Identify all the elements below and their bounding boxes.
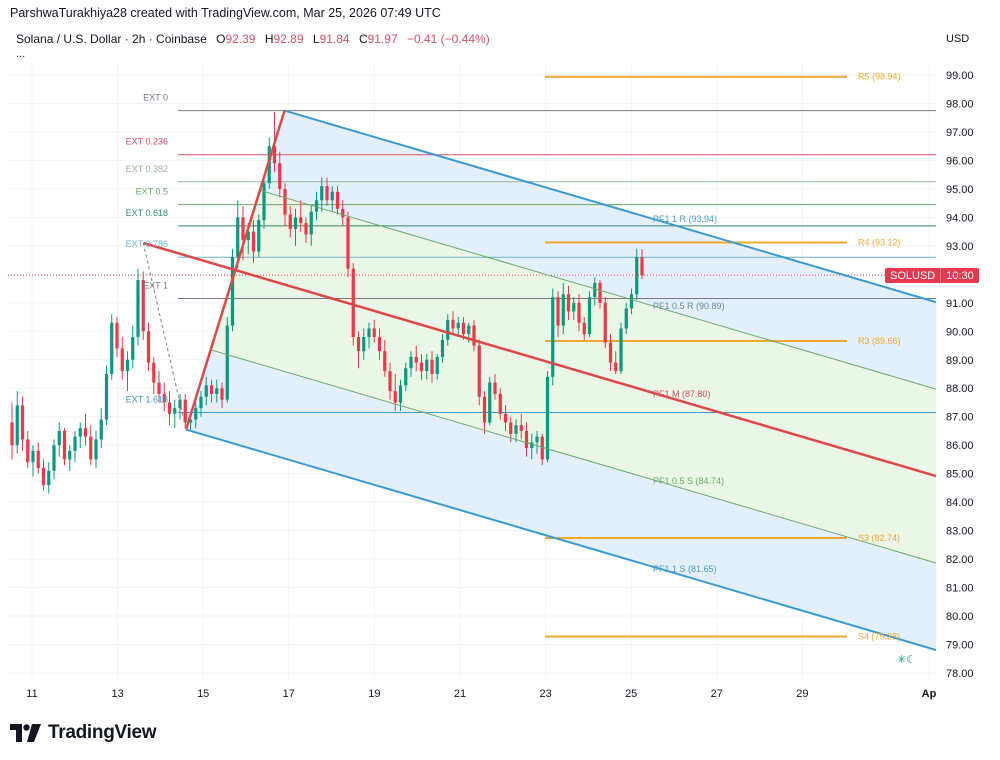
svg-text:89.00: 89.00 <box>946 355 974 367</box>
svg-text:83.00: 83.00 <box>946 526 974 538</box>
close-label: C <box>358 32 368 46</box>
svg-text:15: 15 <box>197 688 209 700</box>
svg-text:91.00: 91.00 <box>946 298 974 310</box>
svg-text:R5 (98.94): R5 (98.94) <box>858 72 901 82</box>
time-axis[interactable]: 11 13 15 17 19 21 23 25 27 29 Ap <box>26 688 936 700</box>
change-value: −0.41 (−0.44%) <box>406 32 490 46</box>
open-value: 92.39 <box>225 32 256 46</box>
svg-text:79.00: 79.00 <box>946 640 974 652</box>
close-value: 91.97 <box>367 32 398 46</box>
svg-text:PF1 M (87.80): PF1 M (87.80) <box>653 389 711 399</box>
candlesticks <box>10 112 644 494</box>
svg-text:97.00: 97.00 <box>946 127 974 139</box>
tradingview-logo-text: TradingView <box>48 722 157 743</box>
svg-text:78.00: 78.00 <box>946 668 974 680</box>
svg-text:80.00: 80.00 <box>946 611 974 623</box>
low-label: L <box>312 32 320 46</box>
svg-text:PF1 0.5 R (90.89): PF1 0.5 R (90.89) <box>653 301 725 311</box>
svg-text:85.00: 85.00 <box>946 469 974 481</box>
svg-text:95.00: 95.00 <box>946 184 974 196</box>
svg-text:EXT 0.618: EXT 0.618 <box>126 208 168 218</box>
svg-text:R4 (93.12): R4 (93.12) <box>858 237 901 247</box>
symbol-description: Solana / U.S. Dollar · 2h · Coinbase <box>16 32 207 46</box>
svg-text:90.00: 90.00 <box>946 326 974 338</box>
tradingview-logo-icon <box>10 724 41 742</box>
level-labels: EXT 0 EXT 0.236 EXT 0.382 EXT 0.5 EXT 0.618 E… <box>126 72 901 642</box>
open-label: O <box>216 32 226 46</box>
badge-countdown: 10:30 <box>946 269 974 282</box>
svg-text:27: 27 <box>711 688 723 700</box>
symbol-legend[interactable]: Solana / U.S. Dollar · 2h · Coinbase O92… <box>16 32 490 46</box>
pitchfork-fills <box>186 110 936 650</box>
svg-text:29: 29 <box>796 688 808 700</box>
svg-text:EXT 0.236: EXT 0.236 <box>126 137 168 147</box>
svg-text:88.00: 88.00 <box>946 383 974 395</box>
svg-text:86.00: 86.00 <box>946 440 974 452</box>
price-axis[interactable]: 78.00 79.00 80.00 81.00 82.00 83.00 84.00 85.00… <box>936 62 1000 682</box>
more-options-button[interactable]: ... <box>16 48 26 60</box>
svg-text:98.00: 98.00 <box>946 98 974 110</box>
svg-text:82.00: 82.00 <box>946 554 974 566</box>
low-value: 91.84 <box>319 32 350 46</box>
svg-text:Ap: Ap <box>922 688 937 700</box>
tradingview-logo: TradingView <box>10 722 157 744</box>
svg-text:99.00: 99.00 <box>946 70 974 82</box>
svg-text:S4 (79.28): S4 (79.28) <box>858 632 900 642</box>
svg-text:84.00: 84.00 <box>946 497 974 509</box>
svg-text:EXT 0.786: EXT 0.786 <box>126 239 168 249</box>
svg-text:21: 21 <box>454 688 466 700</box>
svg-text:EXT 0: EXT 0 <box>143 93 168 103</box>
badge-separator <box>940 268 942 283</box>
pitchfork-lines[interactable] <box>142 109 937 651</box>
chart-attribution: ParshwaTurakhiya28 created with TradingV… <box>10 6 441 20</box>
svg-text:96.00: 96.00 <box>946 155 974 167</box>
svg-text:EXT 1.618: EXT 1.618 <box>126 394 168 404</box>
svg-text:94.00: 94.00 <box>946 212 974 224</box>
svg-text:PF1 0.5 S (84.74): PF1 0.5 S (84.74) <box>653 476 724 486</box>
svg-text:11: 11 <box>26 688 37 700</box>
svg-text:S3 (82.74): S3 (82.74) <box>858 533 900 543</box>
svg-text:13: 13 <box>111 688 123 700</box>
svg-text:EXT 0.382: EXT 0.382 <box>126 164 168 174</box>
svg-text:R3 (89.66): R3 (89.66) <box>858 336 901 346</box>
svg-text:81.00: 81.00 <box>946 583 974 595</box>
svg-text:19: 19 <box>368 688 380 700</box>
high-label: H <box>264 32 274 46</box>
high-value: 92.89 <box>273 32 304 46</box>
svg-text:87.00: 87.00 <box>946 412 974 424</box>
badge-symbol: SOLUSD <box>890 269 936 282</box>
svg-text:PF1 1 R (93.94): PF1 1 R (93.94) <box>653 214 717 224</box>
svg-text:17: 17 <box>283 688 295 700</box>
svg-text:23: 23 <box>539 688 551 700</box>
svg-text:PF1 1 S (81.65): PF1 1 S (81.65) <box>653 564 717 574</box>
svg-text:EXT 0.5: EXT 0.5 <box>136 187 168 197</box>
svg-text:93.00: 93.00 <box>946 241 974 253</box>
last-price-badge: SOLUSD 10:30 <box>885 268 979 283</box>
session-moon-icon: ✳☾ <box>897 654 917 666</box>
svg-text:EXT 1: EXT 1 <box>143 281 168 291</box>
svg-text:25: 25 <box>625 688 637 700</box>
currency-label[interactable]: USD <box>946 33 970 45</box>
